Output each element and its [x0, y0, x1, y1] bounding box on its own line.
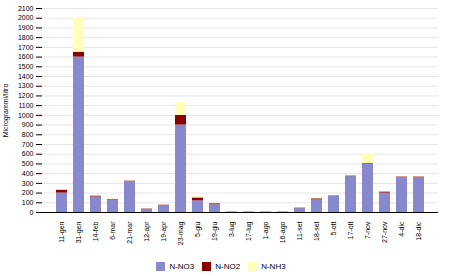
svg-text:18-set: 18-set [313, 221, 320, 241]
svg-text:1600: 1600 [18, 53, 34, 60]
svg-text:23-mag: 23-mag [177, 221, 185, 245]
svg-text:100: 100 [22, 199, 34, 206]
svg-text:19-giu: 19-giu [211, 221, 219, 241]
svg-text:12-apr: 12-apr [143, 221, 151, 242]
svg-text:5-ott: 5-ott [330, 221, 337, 235]
svg-text:27-nov: 27-nov [381, 221, 388, 243]
svg-text:2100: 2100 [18, 5, 34, 12]
svg-text:200: 200 [22, 189, 34, 196]
svg-text:600: 600 [22, 150, 34, 157]
svg-text:700: 700 [22, 141, 34, 148]
svg-text:7-nov: 7-nov [364, 221, 371, 239]
svg-text:500: 500 [22, 160, 34, 167]
svg-text:2000: 2000 [18, 14, 34, 21]
svg-text:Microgrammi/litro: Microgrammi/litro [2, 84, 10, 138]
svg-text:300: 300 [22, 180, 34, 187]
html-text:N-NO3: N-NO3 [169, 262, 195, 271]
svg-text:1100: 1100 [18, 102, 33, 109]
svg-text:1200: 1200 [18, 92, 34, 99]
svg-text:3-lug: 3-lug [228, 221, 236, 237]
svg-text:11-gen: 11-gen [58, 221, 66, 242]
svg-text:1500: 1500 [18, 63, 34, 70]
svg-text:800: 800 [22, 131, 34, 138]
svg-text:1800: 1800 [18, 34, 34, 41]
svg-text:18-dic: 18-dic [415, 221, 422, 241]
svg-text:17-ott: 17-ott [347, 221, 354, 239]
svg-text:17-lug: 17-lug [245, 221, 253, 241]
svg-text:1300: 1300 [18, 82, 34, 89]
svg-text:1-ago: 1-ago [262, 221, 270, 239]
svg-text:14-feb: 14-feb [92, 221, 99, 241]
html-text:N-NO2: N-NO2 [215, 262, 241, 271]
svg-text:5-giu: 5-giu [194, 221, 202, 237]
svg-text:1400: 1400 [18, 73, 34, 80]
svg-text:6-mar: 6-mar [109, 221, 116, 240]
svg-text:21-mar: 21-mar [126, 221, 133, 244]
svg-text:1900: 1900 [18, 24, 34, 31]
svg-text:400: 400 [22, 170, 34, 177]
svg-text:16-ago: 16-ago [279, 221, 287, 243]
svg-text:1700: 1700 [18, 44, 34, 51]
svg-text:11-set: 11-set [296, 221, 303, 240]
svg-text:1000: 1000 [18, 112, 34, 119]
html-text:N-NH3: N-NH3 [261, 262, 286, 271]
svg-text:19-apr: 19-apr [160, 221, 168, 242]
svg-text:31-gen: 31-gen [75, 221, 83, 243]
svg-text:900: 900 [22, 121, 34, 128]
svg-text:0: 0 [30, 209, 34, 216]
svg-text:4-dic: 4-dic [398, 221, 405, 237]
